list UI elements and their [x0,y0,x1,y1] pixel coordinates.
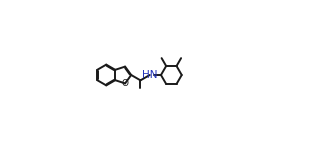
Text: O: O [121,79,128,88]
Text: HN: HN [142,70,157,80]
